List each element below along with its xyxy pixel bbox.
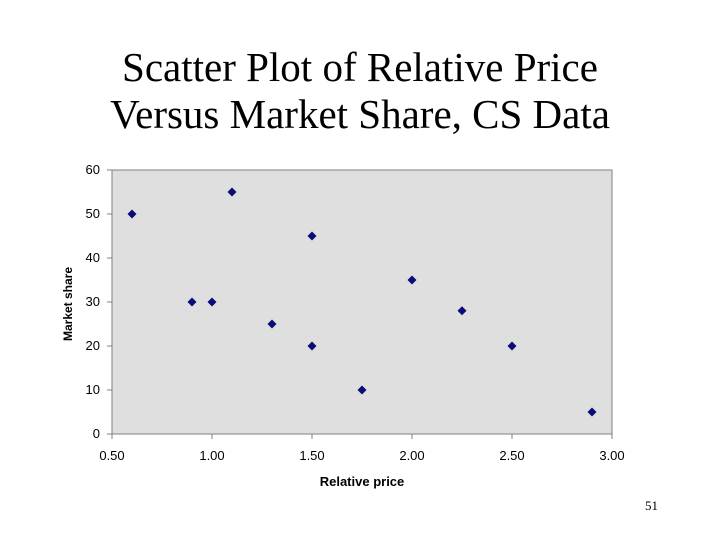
x-tick-label: 1.50 (299, 448, 324, 463)
slide-title-line-1: Scatter Plot of Relative Price (122, 44, 598, 90)
x-tick-label: 0.50 (99, 448, 124, 463)
scatter-point (307, 231, 317, 241)
y-tick-label: 50 (86, 206, 100, 221)
x-axis-title: Relative price (320, 474, 405, 489)
y-tick-label: 40 (86, 250, 100, 265)
scatter-point (127, 209, 137, 219)
scatter-point (507, 341, 517, 351)
page-number: 51 (645, 498, 658, 513)
x-tick-label: 2.00 (399, 448, 424, 463)
scatter-point (357, 385, 367, 395)
y-axis-title: Market share (61, 267, 75, 341)
x-tick-label: 3.00 (599, 448, 624, 463)
y-tick-label: 20 (86, 338, 100, 353)
scatter-point (227, 187, 237, 197)
scatter-point (207, 297, 217, 307)
scatter-point (187, 297, 197, 307)
y-tick-label: 60 (86, 162, 100, 177)
slide-title-line-2: Versus Market Share, CS Data (110, 91, 610, 137)
scatter-point (307, 341, 317, 351)
slide-title: Scatter Plot of Relative Price Versus Ma… (0, 44, 720, 138)
x-tick-label: 2.50 (499, 448, 524, 463)
scatter-point (587, 407, 597, 417)
y-tick-label: 10 (86, 382, 100, 397)
scatter-point (407, 275, 417, 285)
scatter-point (267, 319, 277, 329)
scatter-point (457, 306, 467, 316)
y-tick-label: 30 (86, 294, 100, 309)
x-tick-label: 1.00 (199, 448, 224, 463)
y-tick-label: 0 (93, 426, 100, 441)
